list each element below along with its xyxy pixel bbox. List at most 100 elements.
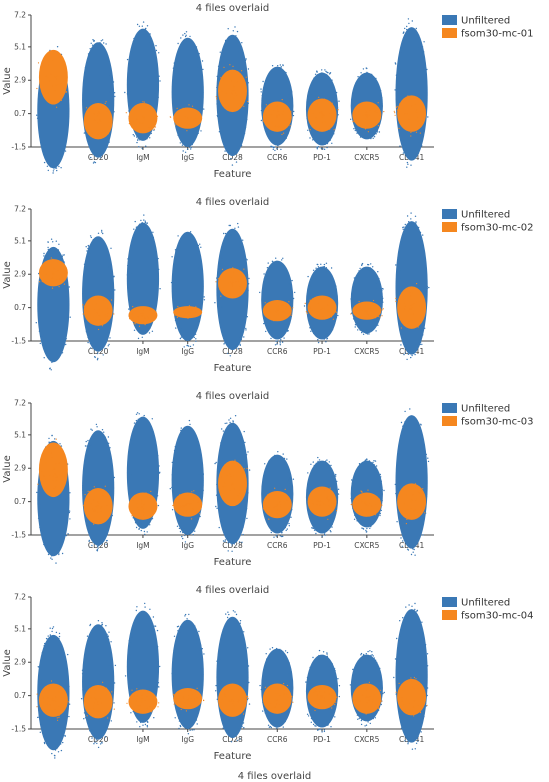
scatter-point: [283, 125, 285, 127]
scatter-point: [47, 446, 50, 448]
scatter-point: [128, 685, 131, 687]
scatter-point: [51, 273, 54, 275]
scatter-point: [353, 128, 355, 130]
scatter-point: [92, 510, 95, 512]
scatter-point: [201, 60, 204, 62]
scatter-point: [381, 295, 383, 298]
scatter-point: [151, 125, 153, 128]
scatter-point: [375, 514, 377, 516]
scatter-point: [155, 61, 157, 63]
scatter-point: [171, 672, 173, 675]
scatter-point: [240, 323, 242, 325]
scatter-point: [417, 34, 420, 36]
scatter-point: [278, 68, 280, 71]
scatter-point: [189, 503, 191, 505]
scatter-point: [97, 697, 99, 699]
y-tick-label: 5.1: [14, 236, 26, 245]
scatter-point: [284, 488, 286, 490]
y-axis-label: Value: [2, 455, 13, 482]
scatter-point: [195, 135, 197, 137]
scatter-point: [157, 682, 160, 684]
scatter-point: [104, 442, 106, 445]
scatter-point: [365, 501, 367, 503]
scatter-point: [401, 696, 403, 698]
scatter-point: [66, 480, 69, 483]
scatter-point: [280, 339, 282, 341]
scatter-point: [333, 685, 336, 687]
scatter-point: [234, 611, 236, 613]
scatter-point: [42, 701, 44, 704]
scatter-point: [330, 104, 332, 107]
scatter-point: [87, 439, 89, 442]
scatter-point: [55, 479, 57, 481]
scatter-point: [186, 107, 188, 109]
scatter-point: [380, 104, 382, 106]
scatter-point: [151, 330, 154, 332]
scatter-point: [59, 278, 61, 280]
scatter-point: [236, 233, 238, 236]
scatter-point: [401, 699, 403, 701]
scatter-point: [227, 233, 229, 235]
scatter-point: [47, 248, 49, 251]
scatter-point: [360, 509, 362, 511]
scatter-point: [404, 708, 406, 710]
scatter-point: [197, 132, 199, 134]
scatter-point: [412, 417, 414, 419]
scatter-point: [415, 111, 417, 113]
scatter-point: [312, 272, 315, 274]
scatter-point: [279, 648, 281, 651]
scatter-point: [222, 286, 224, 288]
cloud-body: [171, 619, 204, 729]
scatter-point: [193, 333, 195, 335]
scatter-point: [189, 705, 191, 707]
scatter-point: [376, 112, 378, 114]
scatter-point: [323, 307, 325, 310]
scatter-point: [40, 492, 42, 494]
scatter-point: [293, 110, 295, 113]
scatter-point: [238, 280, 240, 283]
scatter-point: [400, 516, 402, 518]
scatter-point: [396, 637, 398, 640]
scatter-point: [280, 506, 282, 508]
scatter-point: [96, 115, 98, 117]
scatter-point: [408, 221, 410, 223]
scatter-point: [59, 55, 62, 57]
scatter-point: [199, 258, 201, 261]
scatter-point: [320, 267, 323, 270]
x-tick-label: IgM: [136, 153, 149, 162]
scatter-point: [323, 700, 325, 702]
scatter-point: [268, 518, 270, 520]
scatter-point: [39, 277, 41, 279]
scatter-point: [51, 627, 54, 630]
scatter-point: [86, 451, 88, 454]
scatter-point: [96, 151, 99, 154]
scatter-point: [329, 694, 331, 696]
scatter-point: [139, 700, 141, 702]
scatter-point: [63, 283, 65, 285]
scatter-point: [203, 299, 206, 301]
filtered-cloud-CD141: [393, 95, 427, 137]
scatter-point: [316, 146, 318, 148]
scatter-point: [52, 469, 54, 471]
x-tick-label: CXCR5: [354, 735, 379, 744]
scatter-point: [331, 704, 333, 706]
scatter-point: [413, 510, 415, 512]
scatter-point: [48, 637, 51, 639]
y-tick-label: 0.7: [14, 109, 26, 118]
scatter-point: [190, 703, 192, 705]
scatter-point: [352, 112, 354, 114]
scatter-point: [360, 328, 362, 331]
scatter-point: [220, 680, 223, 682]
scatter-point: [176, 501, 178, 503]
scatter-point: [54, 164, 56, 166]
scatter-point: [313, 713, 315, 716]
filtered-cloud-CD28: [215, 64, 249, 113]
scatter-point: [380, 106, 382, 109]
scatter-point: [132, 306, 134, 308]
scatter-point: [237, 222, 239, 225]
scatter-point: [358, 463, 361, 465]
scatter-point: [105, 101, 107, 103]
scatter-point: [263, 702, 265, 704]
scatter-point: [414, 610, 416, 613]
scatter-point: [221, 257, 223, 259]
